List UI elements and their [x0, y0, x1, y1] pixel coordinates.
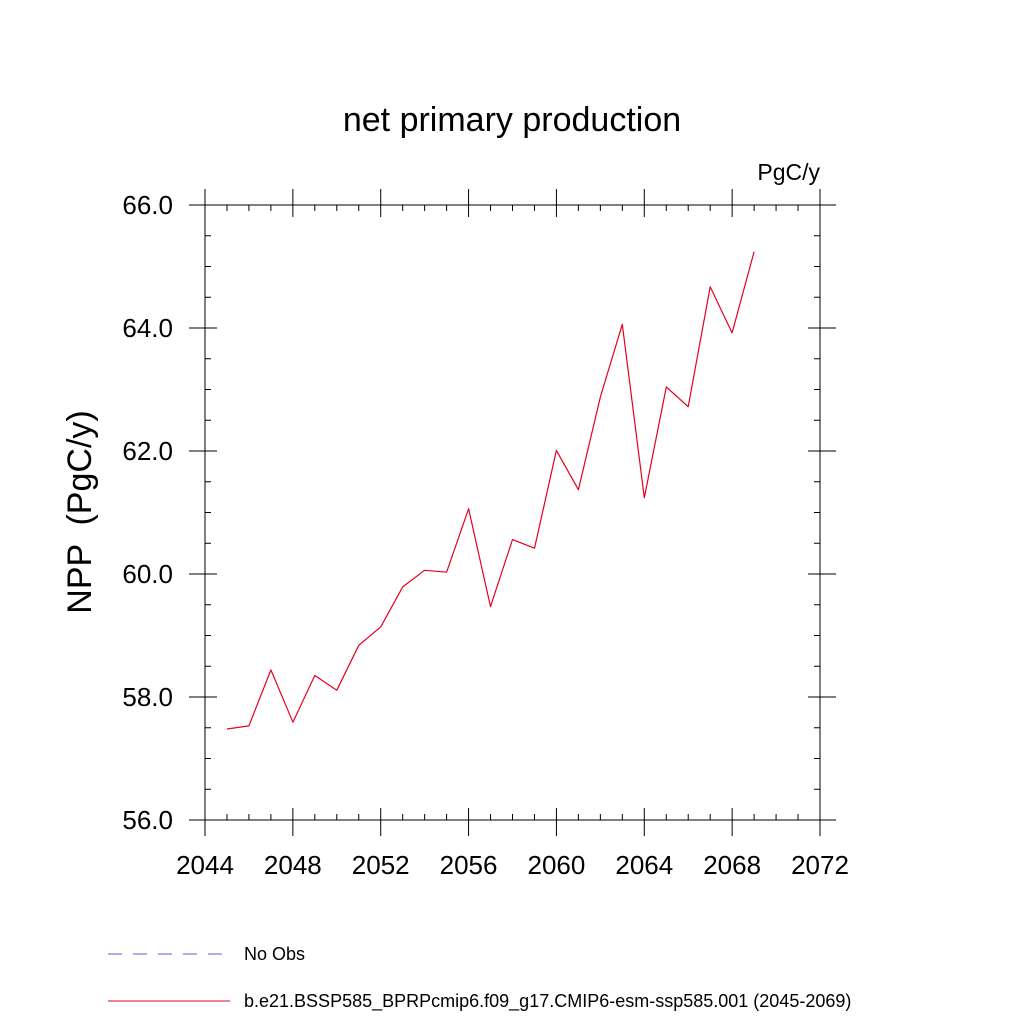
units-label: PgC/y [757, 159, 820, 185]
x-tick-label: 2056 [440, 850, 498, 880]
y-tick-label: 64.0 [122, 313, 173, 343]
x-tick-label: 2052 [352, 850, 410, 880]
y-tick-label: 60.0 [122, 559, 173, 589]
x-tick-label: 2044 [176, 850, 234, 880]
x-tick-label: 2064 [615, 850, 673, 880]
y-tick-labels: 56.0 58.0 60.0 62.0 64.0 66.0 [122, 190, 173, 835]
plot-frame [204, 204, 821, 821]
legend-label: b.e21.BSSP585_BPRPcmip6.f09_g17.CMIP6-es… [244, 991, 851, 1012]
series-line [226, 251, 755, 730]
series-layer [226, 251, 755, 730]
legend: No Obs b.e21.BSSP585_BPRPcmip6.f09_g17.CM… [108, 944, 851, 1012]
x-tick-label: 2060 [528, 850, 586, 880]
legend-label: No Obs [244, 944, 305, 964]
y-tick-label: 56.0 [122, 805, 173, 835]
x-tick-labels: 2044 2048 2052 2056 2060 2064 2068 2072 [176, 850, 849, 880]
axis-ticks [189, 189, 836, 836]
x-tick-label: 2048 [264, 850, 322, 880]
y-tick-label: 66.0 [122, 190, 173, 220]
x-tick-label: 2068 [703, 850, 761, 880]
y-tick-label: 62.0 [122, 436, 173, 466]
chart-title: net primary production [343, 101, 681, 139]
y-axis-label: NPP (PgC/y) [61, 410, 99, 613]
y-tick-label: 58.0 [122, 682, 173, 712]
x-tick-label: 2072 [791, 850, 849, 880]
